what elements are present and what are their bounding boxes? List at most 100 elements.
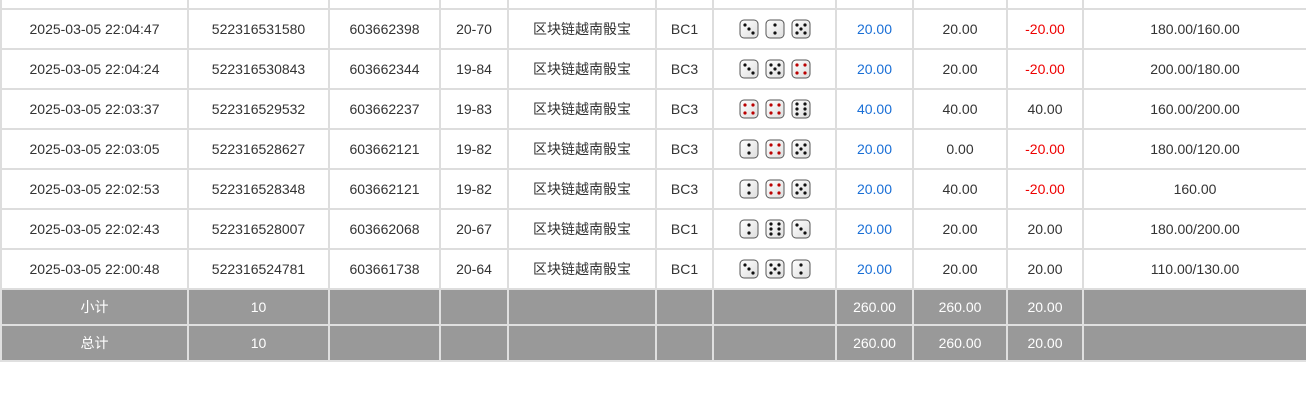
die-2-icon (739, 179, 758, 199)
cell-game (507, 0, 657, 10)
summary-cell (655, 324, 714, 362)
die-2-icon (791, 259, 810, 279)
cell-dice (712, 168, 837, 210)
dice-result (739, 139, 811, 159)
cell-code: BC1 (655, 208, 714, 250)
dice-result (739, 59, 811, 79)
die-5-icon (791, 139, 810, 159)
summary-cell-win: 20.00 (1006, 324, 1084, 362)
dice-result (739, 19, 811, 39)
cell-user: 603662237 (328, 88, 441, 130)
summary-row: 总计 10 260.00 260.00 20.00 (0, 324, 1306, 362)
cell-valid: 20.00 (912, 208, 1008, 250)
cell-bet: 20.00 (835, 248, 914, 290)
table-row: 2025-03-05 22:04:47 522316531580 603662398… (0, 8, 1306, 50)
die-3-icon (739, 19, 758, 39)
cell-balance: 180.00/160.00 (1082, 8, 1306, 50)
cell-time: 2025-03-05 22:02:43 (0, 208, 189, 250)
dice-result (739, 179, 811, 199)
cell-win: -20.00 (1006, 48, 1084, 90)
table-row: 2025-03-05 22:03:05 522316528627 603662121… (0, 128, 1306, 170)
cell-user: 603662344 (328, 48, 441, 90)
cell-period: 20-64 (439, 248, 509, 290)
cell-valid: 40.00 (912, 168, 1008, 210)
die-5-icon (791, 19, 810, 39)
summary-cell-win: 20.00 (1006, 288, 1084, 326)
cell-valid: 20.00 (912, 248, 1008, 290)
cell-game: 区块链越南骰宝 (507, 248, 657, 290)
cell-user: 603662121 (328, 128, 441, 170)
cell-user (328, 0, 441, 10)
die-6-icon (765, 219, 784, 239)
cell-win: 20.00 (1006, 248, 1084, 290)
cell-user: 603662121 (328, 168, 441, 210)
cell-balance: 160.00/200.00 (1082, 88, 1306, 130)
cell-game: 区块链越南骰宝 (507, 128, 657, 170)
cell-valid: 0.00 (912, 128, 1008, 170)
cell-user: 603661738 (328, 248, 441, 290)
cell-balance: 200.00/180.00 (1082, 48, 1306, 90)
cell-bet: 20.00 (835, 8, 914, 50)
die-4-icon (765, 179, 784, 199)
die-4-icon (765, 99, 784, 119)
summary-cell-count: 10 (187, 288, 330, 326)
cell-game: 区块链越南骰宝 (507, 208, 657, 250)
cell-dice (712, 88, 837, 130)
cell-period: 20-67 (439, 208, 509, 250)
cell-code: BC3 (655, 128, 714, 170)
cell-order: 522316530843 (187, 48, 330, 90)
cell-time (0, 0, 189, 10)
die-5-icon (791, 179, 810, 199)
summary-row: 小计 10 260.00 260.00 20.00 (0, 288, 1306, 326)
cell-order: 522316528627 (187, 128, 330, 170)
cell-period: 19-82 (439, 168, 509, 210)
cell-period (439, 0, 509, 10)
cell-period: 19-83 (439, 88, 509, 130)
cell-user: 603662398 (328, 8, 441, 50)
die-3-icon (791, 219, 810, 239)
summary-cell (507, 288, 657, 326)
cell-valid: 40.00 (912, 88, 1008, 130)
cell-order (187, 0, 330, 10)
cell-order: 522316529532 (187, 88, 330, 130)
die-4-icon (739, 99, 758, 119)
cell-time: 2025-03-05 22:00:48 (0, 248, 189, 290)
cell-order: 522316531580 (187, 8, 330, 50)
summary-cell-bet: 260.00 (835, 324, 914, 362)
summary-cell (655, 288, 714, 326)
die-3-icon (739, 59, 758, 79)
table-row: 2025-03-05 22:02:53 522316528348 603662121… (0, 168, 1306, 210)
cell-period: 20-70 (439, 8, 509, 50)
summary-cell (1082, 324, 1306, 362)
die-4-icon (765, 139, 784, 159)
dice-result (739, 259, 811, 279)
cell-win: -20.00 (1006, 168, 1084, 210)
cell-code: BC3 (655, 168, 714, 210)
cell-balance: 110.00/130.00 (1082, 248, 1306, 290)
cell-dice (712, 128, 837, 170)
summary-cell (328, 324, 441, 362)
cell-win: 40.00 (1006, 88, 1084, 130)
cell-code (655, 0, 714, 10)
cell-bet: 20.00 (835, 208, 914, 250)
cell-code: BC3 (655, 88, 714, 130)
cell-bet: 20.00 (835, 48, 914, 90)
die-2-icon (765, 19, 784, 39)
die-5-icon (765, 259, 784, 279)
cell-valid: 20.00 (912, 8, 1008, 50)
cell-time: 2025-03-05 22:04:47 (0, 8, 189, 50)
summary-cell-valid: 260.00 (912, 324, 1008, 362)
cell-win (1006, 0, 1084, 10)
summary-cell (328, 288, 441, 326)
summary-cell-label: 小计 (0, 288, 189, 326)
cell-order: 522316528007 (187, 208, 330, 250)
summary-cell (712, 288, 837, 326)
cell-code: BC1 (655, 248, 714, 290)
cell-time: 2025-03-05 22:02:53 (0, 168, 189, 210)
cell-valid: 20.00 (912, 48, 1008, 90)
die-6-icon (791, 99, 810, 119)
cell-game: 区块链越南骰宝 (507, 168, 657, 210)
die-2-icon (739, 219, 758, 239)
summary-cell (1082, 288, 1306, 326)
cell-bet (835, 0, 914, 10)
